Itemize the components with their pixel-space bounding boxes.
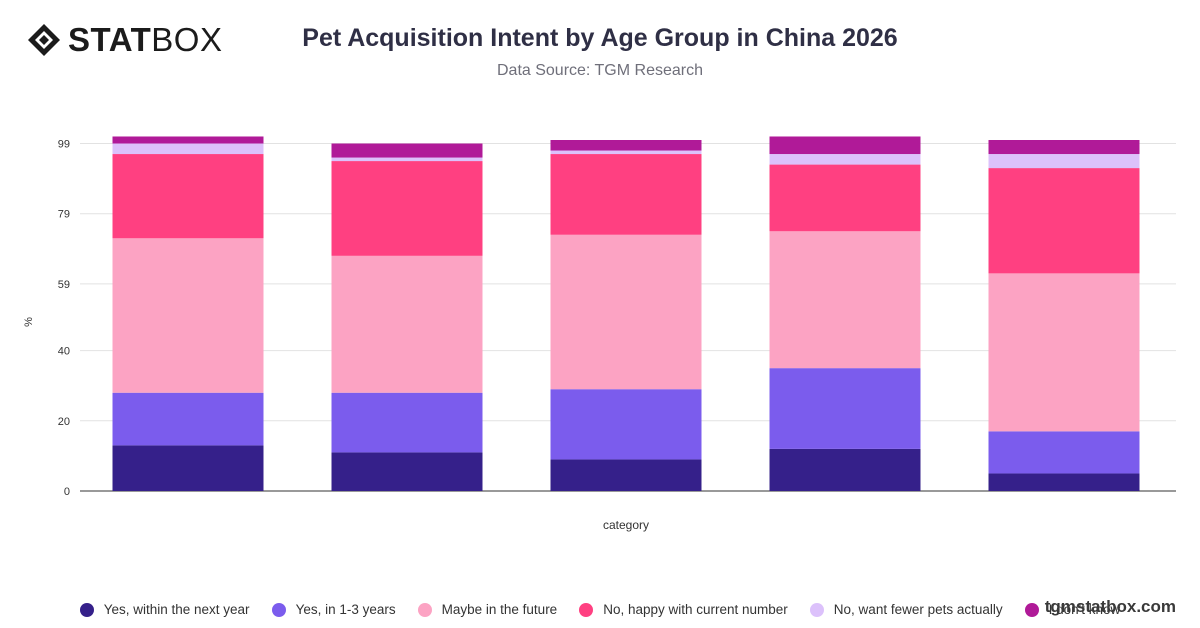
bar-segment [769,231,921,369]
bar-segment [112,143,264,155]
legend-swatch-icon [1024,602,1039,617]
bar-segment [112,392,264,446]
legend-swatch-icon [579,602,594,617]
bar-segment [331,161,483,256]
legend-item[interactable]: No, happy with current number [579,602,788,617]
bar-segment [331,157,483,162]
legend-item[interactable]: Yes, in 1-3 years [271,602,396,617]
legend-label: Maybe in the future [441,602,558,617]
y-tick-label: 59 [58,279,70,291]
legend-label: I don't know [1048,602,1121,617]
bar-segment [331,452,483,491]
legend-swatch-icon [271,602,286,617]
bar-segment [769,448,921,491]
bar-segment [769,154,921,165]
y-tick-label: 79 [58,209,70,221]
legend-item[interactable]: Yes, within the next year [79,602,250,617]
legend-label: No, want fewer pets actually [833,602,1003,617]
chart-title: Pet Acquisition Intent by Age Group in C… [302,24,898,52]
brand-logo: STATBOX [26,22,222,58]
bar-segment [988,154,1140,169]
bar-segment [112,154,264,239]
bar-segment [769,136,921,155]
y-tick-label: 40 [58,346,70,358]
y-tick-label: 0 [64,486,70,498]
bar-segment [112,238,264,393]
legend-label: Yes, in 1-3 years [295,602,396,617]
bar-segment [988,140,1140,155]
bar-segment [331,143,483,158]
watermark: tgmstatbox.com [1044,597,1176,616]
legend-label: No, happy with current number [603,602,788,617]
y-tick-label: 99 [58,139,70,151]
bar-segment [112,136,264,144]
diamond-logo-icon [28,24,60,56]
bar-segment [550,234,702,390]
bar-segment [550,459,702,491]
legend-swatch-icon [79,602,94,617]
bar-segment [988,473,1140,491]
legend-item[interactable]: I don't know [1024,602,1121,617]
bar-segment [112,445,264,491]
bar-segment [988,273,1140,432]
bar-segment [550,389,702,460]
legend-swatch-icon [417,602,432,617]
bar-segment [331,255,483,393]
x-axis-label: category [603,518,649,532]
bar-segment [550,140,702,151]
chart-legend: Yes, within the next year Yes, in 1-3 yea… [0,602,1200,617]
chart-subtitle: Data Source: TGM Research [496,62,703,79]
bar-segment [988,431,1140,474]
bar-segment [769,164,921,232]
legend-item[interactable]: No, want fewer pets actually [809,602,1003,617]
brand-name: STATBOX [68,21,223,58]
y-tick-label: 20 [58,416,70,428]
legend-label: Yes, within the next year [103,602,250,617]
bar-segment [331,392,483,453]
bar-segment [550,150,702,155]
bar-segment [988,168,1140,274]
bar-segment [550,154,702,235]
bar-segment [769,368,921,449]
y-axis-label: % [23,317,35,327]
legend-swatch-icon [809,602,824,617]
legend-item[interactable]: Maybe in the future [417,602,558,617]
